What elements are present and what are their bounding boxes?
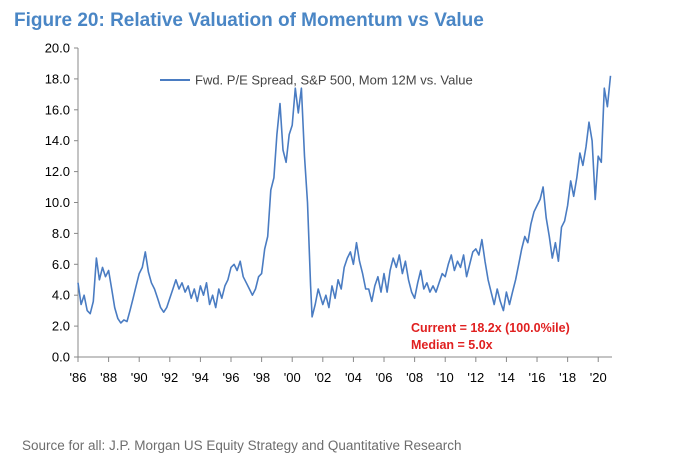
x-tick-label: '20 (590, 370, 607, 385)
y-tick-label: 0.0 (52, 350, 70, 365)
series-line (77, 75, 612, 324)
x-tick-label: '98 (253, 370, 270, 385)
x-tick-label: '08 (406, 370, 423, 385)
chart-title: Figure 20: Relative Valuation of Momentu… (14, 10, 484, 31)
x-tick-label: '86 (70, 370, 87, 385)
x-tick-label: '94 (192, 370, 209, 385)
y-tick-label: 4.0 (52, 288, 70, 303)
x-tick-label: '12 (467, 370, 484, 385)
annotation-text: Median = 5.0x (411, 338, 493, 352)
x-tick-label: '06 (376, 370, 393, 385)
y-tick-label: 2.0 (52, 319, 70, 334)
y-axis: 0.0 2.0 4.0 6.0 8.0 10.0 12.0 14.0 16.0 18.0 20.0 (45, 41, 79, 365)
y-tick-label: 14.0 (45, 133, 70, 148)
legend: Fwd. P/E Spread, S&P 500, Mom 12M vs. Va… (160, 73, 473, 88)
x-axis: '86 '88 '90 '92 '94 '96 '98 '00 '02 '04 '06 '08 '10 '… (70, 356, 612, 385)
y-tick-label: 12.0 (45, 164, 70, 179)
y-tick-label: 20.0 (45, 41, 70, 56)
x-tick-label: '10 (437, 370, 454, 385)
y-tick-label: 18.0 (45, 71, 70, 86)
series-layer (77, 75, 612, 324)
legend-label: Fwd. P/E Spread, S&P 500, Mom 12M vs. Va… (195, 73, 473, 88)
y-tick-label: 16.0 (45, 102, 70, 117)
x-tick-label: '88 (100, 370, 117, 385)
x-tick-label: '90 (131, 370, 148, 385)
x-tick-label: '16 (529, 370, 546, 385)
x-tick-label: '18 (559, 370, 576, 385)
annotations: Current = 18.2x (100.0%ile) Median = 5.0x (411, 321, 570, 352)
y-tick-label: 6.0 (52, 257, 70, 272)
x-tick-label: '02 (314, 370, 331, 385)
x-tick-label: '04 (345, 370, 362, 385)
x-tick-label: '92 (161, 370, 178, 385)
y-tick-label: 8.0 (52, 226, 70, 241)
y-tick-label: 10.0 (45, 195, 70, 210)
source-note: Source for all: J.P. Morgan US Equity St… (22, 438, 462, 453)
x-tick-label: '14 (498, 370, 515, 385)
x-tick-label: '00 (284, 370, 301, 385)
x-tick-label: '96 (223, 370, 240, 385)
annotation-text: Current = 18.2x (100.0%ile) (411, 321, 570, 335)
